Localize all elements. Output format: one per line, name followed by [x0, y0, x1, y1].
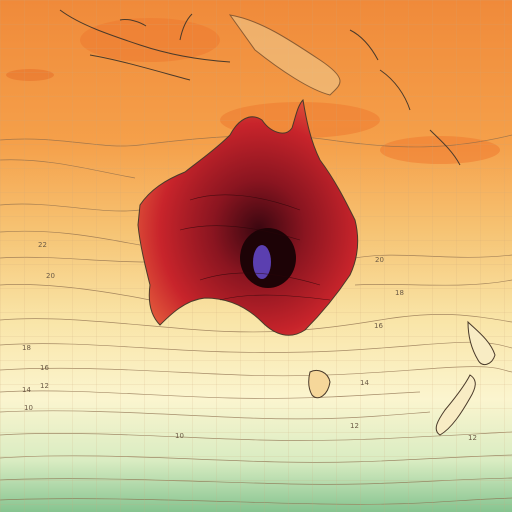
- contour-label: 12: [468, 434, 477, 442]
- australia-heat-field: [137, 98, 359, 336]
- contour-label: 12: [350, 422, 359, 430]
- australia-landmass: [137, 98, 359, 336]
- northern-islands: [59, 9, 461, 166]
- contour-label: 22: [38, 241, 47, 249]
- tasmania: [308, 369, 331, 399]
- contour-label: 10: [175, 432, 184, 440]
- extreme-heat-hotspot: [253, 245, 271, 279]
- contour-label: 14: [360, 379, 369, 387]
- contour-label: 18: [395, 289, 404, 297]
- new-zealand: [435, 320, 496, 436]
- contour-label: 14: [22, 386, 31, 394]
- contour-label: 12: [40, 382, 49, 390]
- contour-label: 16: [374, 322, 383, 330]
- heat-contours: [179, 194, 331, 301]
- contour-label: 18: [22, 344, 31, 352]
- contour-label: 20: [46, 272, 55, 280]
- contour-label: 10: [24, 404, 33, 412]
- contour-label: 20: [375, 256, 384, 264]
- contour-label: 16: [40, 364, 49, 372]
- contour-labels: 22 20 18 16 14 12 10 20 18 16 14 12 10 1…: [22, 241, 477, 442]
